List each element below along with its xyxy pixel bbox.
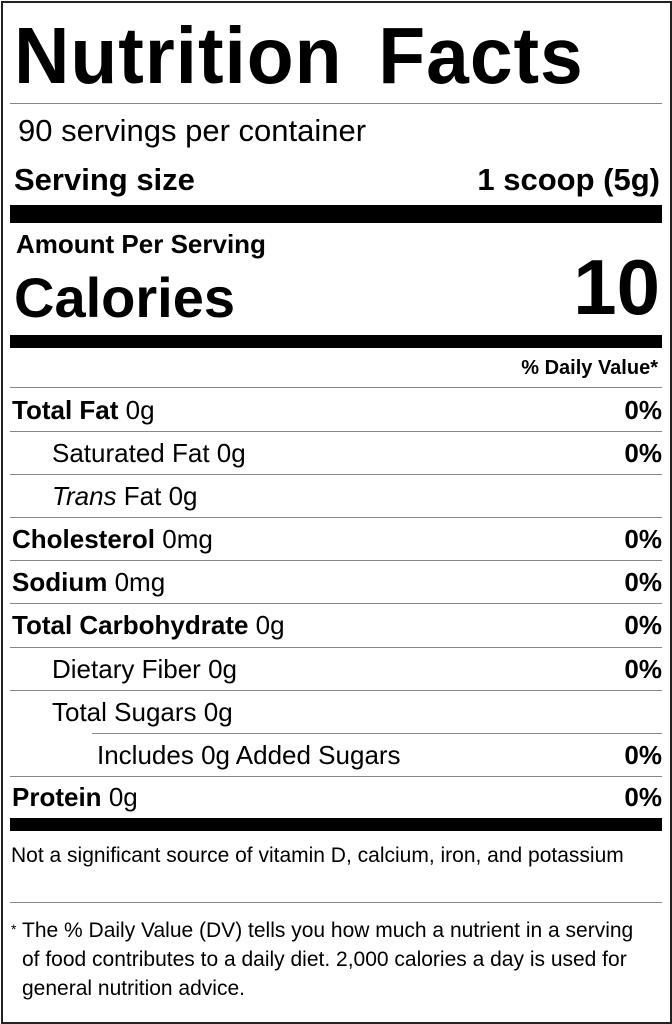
row-cholesterol: Cholesterol 0mg 0% [12, 524, 662, 554]
divider [10, 387, 662, 388]
row-saturated-fat: Saturated Fat 0g 0% [52, 438, 662, 468]
divider [10, 103, 662, 104]
divider [10, 902, 662, 903]
thick-divider [10, 205, 662, 223]
servings-per-container: 90 servings per container [18, 113, 367, 148]
medium-divider [10, 335, 662, 348]
row-dietary-fiber: Dietary Fiber 0g 0% [52, 654, 662, 684]
serving-size-label: Serving size [14, 162, 195, 197]
label-title: Nutrition Facts [14, 11, 584, 100]
serving-size-value: 1 scoop (5g) [477, 162, 660, 197]
row-total-carbohydrate: Total Carbohydrate 0g 0% [12, 610, 662, 640]
footnote-asterisk: * [11, 921, 17, 937]
row-total-fat: Total Fat 0g 0% [12, 395, 662, 425]
row-sodium: Sodium 0mg 0% [12, 567, 662, 597]
calories-label: Calories [14, 266, 235, 329]
row-trans-fat: Trans Fat 0g [52, 481, 198, 511]
amount-per-serving: Amount Per Serving [16, 229, 266, 259]
thick-divider [10, 818, 662, 831]
row-added-sugars: Includes 0g Added Sugars 0% [97, 740, 662, 770]
row-protein: Protein 0g 0% [12, 782, 662, 812]
not-significant-note: Not a significant source of vitamin D, c… [11, 844, 624, 867]
daily-value-footnote: The % Daily Value (DV) tells you how muc… [22, 919, 634, 1000]
row-total-sugars: Total Sugars 0g [52, 697, 233, 727]
calories-value: 10 [573, 243, 660, 331]
daily-value-header: % Daily Value* [521, 357, 658, 379]
